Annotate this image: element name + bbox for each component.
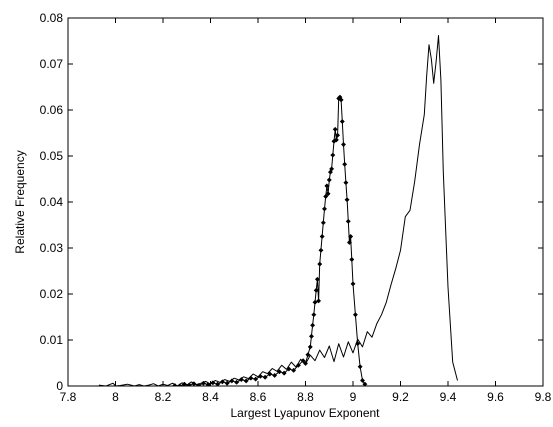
y-tick-label: 0.07	[40, 57, 64, 71]
x-tick-label: 8.8	[297, 390, 314, 404]
x-tick-label: 8.2	[155, 390, 172, 404]
x-axis-label: Largest Lyapunov Exponent	[231, 406, 381, 420]
y-tick-label: 0.08	[40, 11, 64, 25]
plot-area-frame	[68, 18, 543, 386]
x-tick-label: 8.4	[202, 390, 219, 404]
y-tick-label: 0.06	[40, 103, 64, 117]
y-tick-label: 0.02	[40, 287, 64, 301]
x-tick-label: 8.6	[250, 390, 267, 404]
y-tick-label: 0.01	[40, 333, 64, 347]
x-tick-label: 9.4	[440, 390, 457, 404]
x-tick-label: 8	[112, 390, 119, 404]
y-tick-label: 0.04	[40, 195, 64, 209]
y-tick-label: 0.03	[40, 241, 64, 255]
y-tick-label: 0	[56, 379, 63, 393]
x-tick-label: 9.8	[535, 390, 552, 404]
x-tick-label: 9.6	[487, 390, 504, 404]
x-tick-label: 9	[350, 390, 357, 404]
y-axis-label: Relative Frequency	[13, 150, 27, 253]
x-tick-label: 9.2	[392, 390, 409, 404]
y-tick-label: 0.05	[40, 149, 64, 163]
